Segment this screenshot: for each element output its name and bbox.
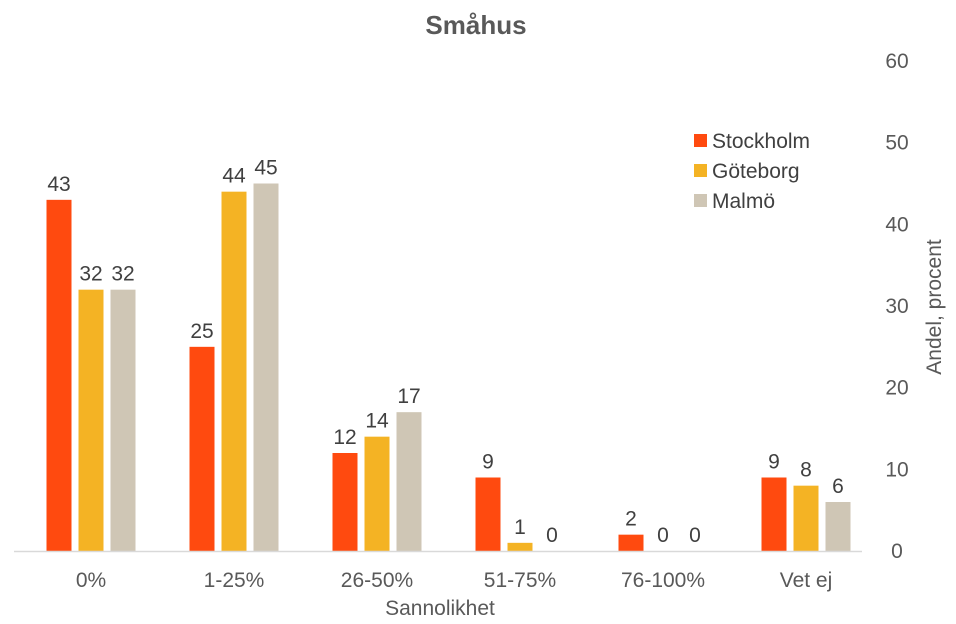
bar [761, 477, 787, 551]
bar [364, 436, 390, 551]
legend-swatch [694, 194, 707, 207]
bar [618, 534, 644, 551]
data-label: 14 [365, 410, 389, 433]
bar [396, 412, 422, 551]
data-label: 9 [768, 451, 780, 474]
bar [332, 453, 358, 551]
bar [475, 477, 501, 551]
legend-label: Malmö [712, 190, 775, 213]
y-tick-label: 40 [885, 213, 908, 236]
bar [825, 502, 851, 551]
bar [78, 289, 104, 551]
bar [793, 485, 819, 551]
bar [110, 289, 136, 551]
data-label: 1 [514, 516, 526, 539]
y-tick-label: 30 [885, 295, 908, 318]
y-tick-label: 0 [891, 540, 903, 563]
bar [507, 542, 533, 551]
x-tick-label: 76-100% [621, 569, 705, 592]
y-tick-label: 20 [885, 377, 908, 400]
data-label: 0 [689, 524, 701, 547]
data-label: 32 [111, 263, 134, 286]
data-label: 0 [657, 524, 669, 547]
bar [46, 199, 72, 552]
y-tick-label: 50 [885, 132, 908, 155]
chart-title: Småhus [425, 10, 526, 40]
data-label: 44 [222, 165, 246, 188]
y-tick-label: 60 [885, 50, 908, 73]
x-tick-label: 51-75% [484, 569, 556, 592]
data-label: 43 [47, 173, 70, 196]
legend-swatch [694, 164, 707, 177]
data-label: 17 [397, 385, 420, 408]
data-label: 32 [79, 263, 102, 286]
legend: Stockholm Göteborg Malmö [694, 130, 810, 213]
bar [221, 191, 247, 551]
data-label: 45 [254, 157, 277, 180]
x-axis-label: Sannolikhet [385, 597, 495, 620]
data-label: 9 [482, 451, 494, 474]
y-axis-label: Andel, procent [923, 239, 946, 375]
data-label: 25 [190, 320, 213, 343]
data-label: 0 [546, 524, 558, 547]
legend-label: Stockholm [712, 130, 810, 153]
legend-label: Göteborg [712, 160, 800, 183]
legend-swatch [694, 134, 707, 147]
x-tick-label: 1-25% [204, 569, 265, 592]
x-tick-label: 26-50% [341, 569, 413, 592]
data-label: 8 [800, 459, 812, 482]
x-tick-label: 0% [76, 569, 106, 592]
bar [189, 346, 215, 551]
x-tick-label: Vet ej [780, 569, 833, 592]
y-tick-label: 10 [885, 458, 908, 481]
data-label: 2 [625, 508, 637, 531]
x-tick-labels: 0% 1-25% 26-50% 51-75% 76-100% Vet ej [76, 569, 832, 592]
bars-group [46, 183, 851, 552]
y-tick-labels: 0 10 20 30 40 50 60 [885, 50, 908, 563]
data-label: 12 [333, 426, 356, 449]
data-label: 6 [832, 475, 844, 498]
bar [253, 183, 279, 551]
